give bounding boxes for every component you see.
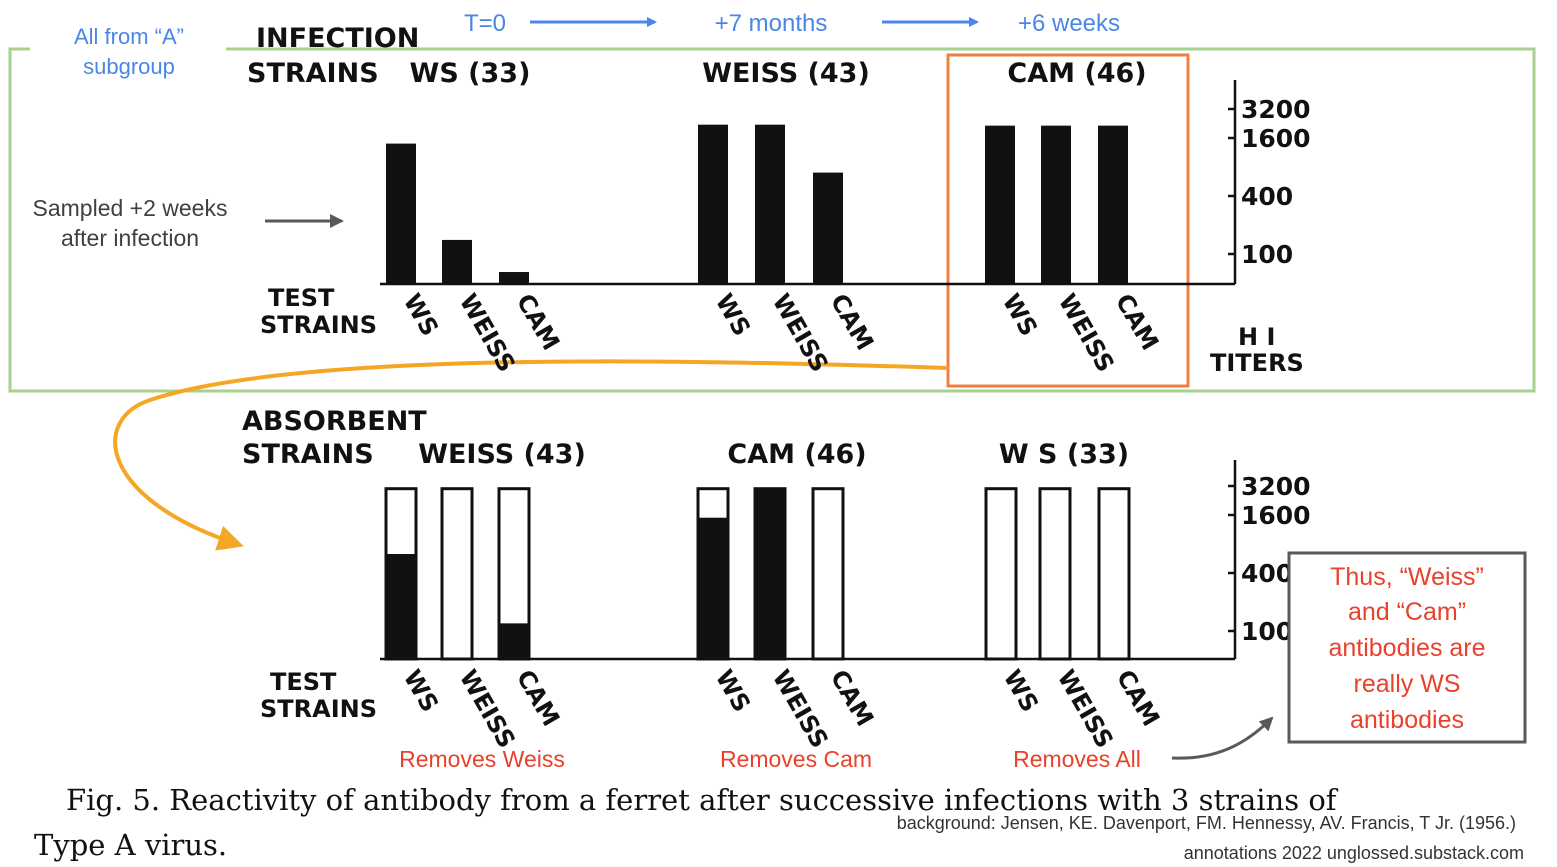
bar-remaining: [755, 488, 785, 659]
bar: [985, 125, 1015, 284]
category-label: WEISS: [1052, 665, 1119, 753]
absorbent-header-line1: ABSORBENT: [242, 406, 427, 437]
axis-title-line2: TITERS: [1210, 349, 1304, 377]
bar: [499, 272, 529, 284]
bar-outline: [1097, 487, 1131, 661]
bar: [813, 172, 843, 284]
timeline-label-1: +7 months: [715, 10, 828, 37]
subgroup-label-backdrop: [30, 40, 226, 60]
bar: [1098, 125, 1128, 284]
timeline-label-0: T=0: [464, 10, 506, 37]
green-highlight-box: [8, 47, 1536, 393]
figure-caption-line2: Type A virus.: [34, 828, 227, 862]
category-label: CAM: [1111, 665, 1165, 731]
removes-label-2: Removes All: [1013, 746, 1141, 772]
group-title-top-2: CAM (46): [1007, 58, 1146, 89]
category-label: CAM: [511, 289, 565, 355]
group-title-top-0: WS (33): [410, 58, 531, 89]
test-strains-top-line2: STRAINS: [260, 311, 377, 339]
y-tick-label: 3200: [1241, 95, 1311, 124]
bar-remaining: [499, 623, 529, 659]
category-label: WS: [398, 665, 444, 717]
bar: [386, 143, 416, 284]
test-strains-bottom-line1: TEST: [270, 668, 337, 696]
infection-header-line2: STRAINS: [247, 58, 379, 89]
removes-label-1: Removes Cam: [720, 746, 872, 772]
bar: [442, 239, 472, 284]
infection-header-line1: INFECTION: [256, 23, 419, 54]
category-label: CAM: [1110, 289, 1164, 355]
conclusion-line-4: antibodies: [1350, 706, 1464, 734]
category-label: CAM: [825, 289, 879, 355]
group-title-top-1: WEISS (43): [702, 58, 870, 89]
source-credit-line1: background: Jensen, KE. Davenport, FM. H…: [897, 813, 1516, 833]
category-label: WEISS: [767, 665, 834, 753]
removes-label-0: Removes Weiss: [399, 746, 565, 772]
group-title-bottom-0: WEISS (43): [418, 439, 586, 470]
sampled-note-line1: Sampled +2 weeks: [33, 195, 228, 221]
group-title-bottom-2: W S (33): [999, 439, 1129, 470]
category-label: WS: [710, 289, 756, 341]
bar-outline: [440, 487, 474, 661]
timeline-label-2: +6 weeks: [1018, 10, 1120, 37]
group-title-bottom-1: CAM (46): [727, 439, 866, 470]
source-credit-line2: annotations 2022 unglossed.substack.com: [1184, 843, 1524, 863]
orange-highlight-box: [946, 53, 1190, 388]
figure-caption-line1: Fig. 5. Reactivity of antibody from a fe…: [66, 783, 1339, 817]
bar-remaining: [386, 553, 416, 659]
category-label: CAM: [511, 665, 565, 731]
sampled-note-line2: after infection: [61, 225, 199, 251]
bar: [1041, 125, 1071, 284]
y-tick-label: 1600: [1241, 501, 1311, 530]
conclusion-line-0: Thus, “Weiss”: [1330, 563, 1484, 591]
y-tick-label: 3200: [1241, 472, 1311, 501]
curved-orange-arrow: [113, 359, 949, 551]
category-label: CAM: [825, 665, 879, 731]
bar: [755, 124, 785, 284]
conclusion-box: [1287, 551, 1527, 744]
axis-title-line1: H I: [1238, 323, 1275, 351]
test-strains-top-line1: TEST: [268, 284, 335, 312]
absorbent-header-line2: STRAINS: [242, 439, 374, 470]
subgroup-label-line2: subgroup: [83, 54, 175, 79]
subgroup-label-line1: All from “A”: [74, 24, 184, 49]
y-tick-label: 1600: [1241, 124, 1311, 153]
conclusion-arrow: [1171, 716, 1274, 760]
y-tick-label: 100: [1241, 617, 1293, 646]
test-strains-bottom-line2: STRAINS: [260, 695, 377, 723]
bar: [698, 124, 728, 284]
category-label: WS: [398, 289, 444, 341]
category-label: WS: [998, 665, 1044, 717]
y-tick-label: 400: [1241, 559, 1293, 588]
conclusion-line-3: really WS: [1354, 670, 1461, 698]
conclusion-line-2: antibodies are: [1328, 634, 1485, 662]
category-label: WS: [710, 665, 756, 717]
bar-outline: [984, 487, 1018, 661]
bar-outline: [1038, 487, 1072, 661]
bar-remaining: [698, 517, 728, 659]
y-tick-label: 400: [1241, 182, 1293, 211]
category-label: WS: [997, 289, 1043, 341]
bar-outline: [811, 487, 845, 661]
conclusion-line-1: and “Cam”: [1348, 598, 1466, 626]
y-tick-label: 100: [1241, 240, 1293, 269]
